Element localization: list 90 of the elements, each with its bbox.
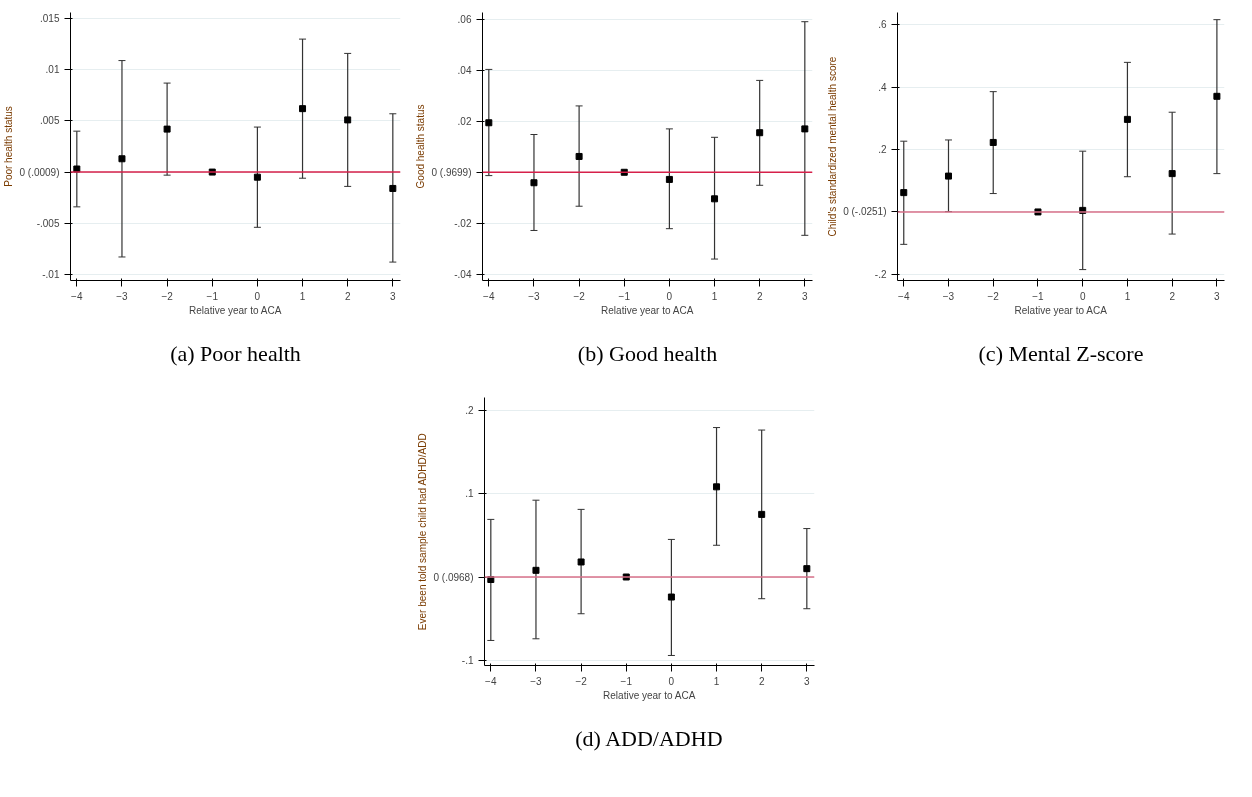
y-tick-label: 0 (-.0251): [843, 206, 887, 218]
text: (a) Poor health: [170, 340, 301, 366]
x-tick-label: 1: [299, 290, 306, 302]
x-tick-label: 1: [1124, 290, 1131, 302]
x-tick-label: 0: [1079, 290, 1086, 302]
y-axis-title: Ever been told sample child had ADHD/ADD: [417, 433, 429, 631]
point: [1168, 170, 1176, 178]
point: [532, 566, 540, 574]
y-tick-label: .6: [878, 19, 887, 31]
y-tick-label: .04: [457, 64, 472, 76]
x-tick-label: 0: [254, 290, 261, 302]
point: [945, 172, 952, 180]
y-tick-label: .015: [40, 13, 60, 25]
x-tick-label: 1: [713, 675, 720, 687]
text: (d) ADD/ADHD: [575, 725, 723, 751]
point: [1123, 115, 1131, 123]
point: [758, 510, 766, 518]
x-tick-label: 2: [1169, 290, 1176, 302]
x-tick-label: −3: [528, 290, 541, 302]
text: (b) Good health: [577, 340, 718, 366]
point: [163, 125, 171, 133]
y-tick-label: -.01: [42, 268, 60, 280]
x-tick-label: 2: [756, 290, 763, 302]
x-tick-label: −2: [161, 290, 174, 302]
x-tick-label: −1: [618, 290, 631, 302]
point: [577, 558, 585, 566]
x-tick-label: 2: [758, 675, 765, 687]
point: [485, 119, 493, 127]
x-tick-label: −3: [530, 675, 543, 687]
x-tick-label: 3: [802, 290, 809, 302]
x-tick-label: −3: [942, 290, 955, 302]
y-tick-label: .2: [878, 144, 887, 156]
y-tick-label: .06: [457, 13, 472, 25]
y-tick-label: -.2: [874, 268, 887, 280]
point: [803, 565, 811, 573]
y-tick-label: 0 (.9699): [431, 166, 472, 178]
y-tick-label: .02: [457, 115, 472, 127]
text: (c) Mental Z-score: [978, 340, 1144, 366]
x-tick-label: −2: [575, 675, 588, 687]
x-tick-label: 1: [711, 290, 718, 302]
point: [1213, 92, 1221, 100]
point: [253, 173, 261, 181]
x-tick-label: −4: [898, 290, 910, 302]
x-tick-label: −3: [116, 290, 129, 302]
point: [575, 152, 583, 160]
point: [389, 184, 397, 192]
x-tick-label: −1: [206, 290, 219, 302]
x-tick-label: −1: [620, 675, 633, 687]
y-tick-label: 0 (.0009): [19, 166, 60, 178]
x-tick-label: −4: [485, 675, 497, 687]
x-axis-title: Relative year to ACA: [603, 689, 696, 701]
y-tick-label: -.005: [36, 217, 60, 229]
point: [756, 129, 764, 137]
y-axis-title: Good health status: [415, 104, 427, 189]
x-tick-label: −1: [1032, 290, 1045, 302]
x-tick-label: 3: [804, 675, 811, 687]
y-axis-title: Poor health status: [3, 106, 15, 187]
x-tick-label: 2: [344, 290, 351, 302]
x-tick-label: 0: [668, 675, 675, 687]
y-axis-title: Child's standardized mental health score: [827, 56, 839, 237]
point: [711, 195, 719, 203]
point: [713, 483, 721, 491]
y-tick-label: .005: [40, 115, 60, 127]
y-tick-label: .1: [465, 488, 474, 500]
x-tick-label: −4: [71, 290, 83, 302]
y-tick-label: .2: [465, 404, 474, 416]
y-tick-label: .4: [878, 81, 887, 93]
y-tick-label: -.04: [454, 268, 472, 280]
x-tick-label: −4: [483, 290, 495, 302]
y-tick-label: -.02: [454, 217, 472, 229]
point: [989, 138, 997, 146]
x-tick-label: 3: [390, 290, 397, 302]
x-axis-title: Relative year to ACA: [189, 304, 282, 316]
x-tick-label: −2: [987, 290, 1000, 302]
point: [344, 116, 352, 124]
x-tick-label: 0: [666, 290, 673, 302]
x-axis-title: Relative year to ACA: [601, 304, 694, 316]
point: [900, 189, 908, 197]
y-tick-label: .01: [45, 64, 60, 76]
point: [665, 175, 673, 183]
y-tick-label: 0 (.0968): [433, 571, 474, 583]
point: [530, 179, 538, 187]
x-tick-label: 3: [1214, 290, 1221, 302]
y-tick-label: -.1: [461, 654, 474, 666]
point: [118, 155, 126, 163]
x-tick-label: −2: [573, 290, 586, 302]
x-axis-title: Relative year to ACA: [1014, 304, 1108, 316]
point: [801, 125, 809, 133]
point: [667, 593, 675, 601]
point: [299, 105, 307, 113]
